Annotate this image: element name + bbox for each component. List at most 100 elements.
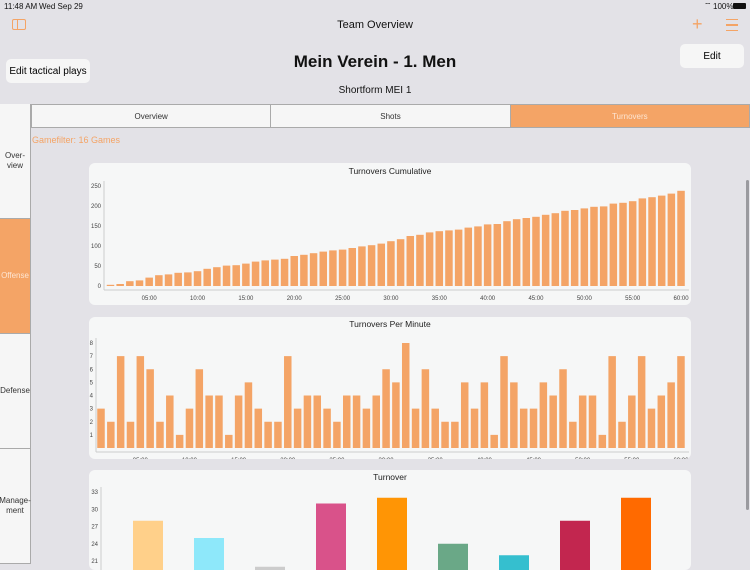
bar: [363, 409, 371, 448]
bar: [619, 203, 627, 286]
tab-turnovers[interactable]: Turnovers: [511, 105, 749, 127]
menu-icon[interactable]: [726, 19, 738, 31]
bar: [465, 228, 473, 286]
bar: [560, 521, 590, 570]
y-tick-label: 1: [90, 433, 94, 439]
y-tick-label: 33: [91, 490, 98, 496]
plus-icon[interactable]: +: [692, 14, 703, 35]
x-tick-label: 55:00: [624, 458, 640, 459]
x-tick-label: 35:00: [428, 458, 444, 459]
scrollbar[interactable]: [746, 180, 749, 510]
bar: [412, 409, 420, 448]
bar: [571, 210, 579, 286]
bar: [343, 396, 351, 449]
status-date: Wed Sep 29: [39, 2, 83, 11]
bar: [471, 409, 479, 448]
bar: [339, 250, 347, 286]
bar: [205, 396, 213, 449]
side-tab-overview[interactable]: Over- view: [0, 104, 30, 219]
x-tick-label: 05:00: [142, 296, 158, 302]
bar: [392, 382, 400, 448]
y-tick-label: 50: [94, 264, 101, 270]
x-tick-label: 60:00: [674, 296, 690, 302]
x-tick-label: 40:00: [480, 296, 496, 302]
y-tick-label: 0: [98, 284, 102, 290]
bar: [590, 207, 598, 286]
bar: [494, 224, 502, 286]
bar: [252, 262, 259, 286]
bar: [382, 369, 390, 448]
bar: [235, 396, 243, 449]
bar: [133, 521, 163, 570]
bar: [196, 369, 204, 448]
y-tick-label: 21: [91, 559, 98, 565]
tab-bar: Overview Shots Turnovers: [31, 104, 750, 128]
bar: [255, 409, 263, 448]
y-tick-label: 27: [91, 525, 98, 531]
bar: [136, 280, 144, 286]
bar: [194, 538, 224, 570]
bar: [194, 271, 202, 286]
side-tab-defense[interactable]: Defense: [0, 334, 30, 449]
y-tick-label: 150: [91, 224, 102, 230]
y-tick-label: 5: [90, 380, 94, 386]
x-tick-label: 50:00: [577, 296, 593, 302]
bar: [117, 356, 125, 448]
bar: [523, 218, 531, 286]
side-tab-management[interactable]: Manage- ment: [0, 449, 30, 564]
x-tick-label: 30:00: [379, 458, 395, 459]
chart-title: Turnovers Cumulative: [349, 166, 432, 176]
bar: [589, 396, 597, 449]
bar: [372, 396, 380, 449]
x-tick-label: 15:00: [231, 458, 247, 459]
bar: [559, 369, 567, 448]
x-tick-label: 45:00: [528, 296, 544, 302]
bar: [608, 356, 616, 448]
bar: [126, 281, 134, 286]
bar: [441, 422, 449, 448]
bar: [242, 264, 250, 286]
bar: [137, 356, 145, 448]
bar: [579, 396, 587, 449]
bar: [145, 278, 153, 286]
bar: [174, 273, 182, 286]
bar: [378, 244, 386, 286]
side-tab-offense[interactable]: Offense: [0, 219, 30, 334]
bar: [638, 356, 646, 448]
tab-overview[interactable]: Overview: [32, 105, 271, 127]
bar: [402, 343, 410, 448]
bar: [261, 260, 269, 286]
bar: [116, 284, 124, 286]
bar: [176, 435, 184, 448]
wifi-icon: ⌔: [704, 1, 712, 11]
bar: [438, 544, 468, 570]
bar: [499, 555, 529, 570]
turnovers-per-minute-chart: Turnovers Per Minute 1234567805:0010:001…: [89, 317, 691, 459]
x-tick-label: 35:00: [432, 296, 448, 302]
x-tick-label: 55:00: [625, 296, 641, 302]
gamefilter-label[interactable]: Gamefilter: 16 Games: [32, 135, 120, 145]
bar: [155, 275, 163, 286]
y-tick-label: 250: [91, 184, 102, 190]
bar: [377, 498, 407, 570]
y-tick-label: 30: [91, 507, 98, 513]
x-tick-label: 60:00: [673, 458, 689, 459]
bar: [667, 382, 675, 448]
bar: [310, 253, 318, 286]
chart-title: Turnovers Per Minute: [349, 319, 431, 329]
bar: [245, 382, 253, 448]
bar: [610, 204, 618, 286]
x-tick-label: 50:00: [575, 458, 591, 459]
bar: [319, 252, 327, 286]
x-tick-label: 05:00: [133, 458, 149, 459]
bar: [304, 396, 312, 449]
bar: [648, 409, 656, 448]
x-tick-label: 10:00: [190, 296, 206, 302]
tab-shots[interactable]: Shots: [271, 105, 510, 127]
y-tick-label: 200: [91, 204, 102, 210]
bar: [294, 409, 302, 448]
y-tick-label: 6: [90, 367, 94, 373]
bar: [264, 422, 272, 448]
y-tick-label: 24: [91, 542, 98, 548]
